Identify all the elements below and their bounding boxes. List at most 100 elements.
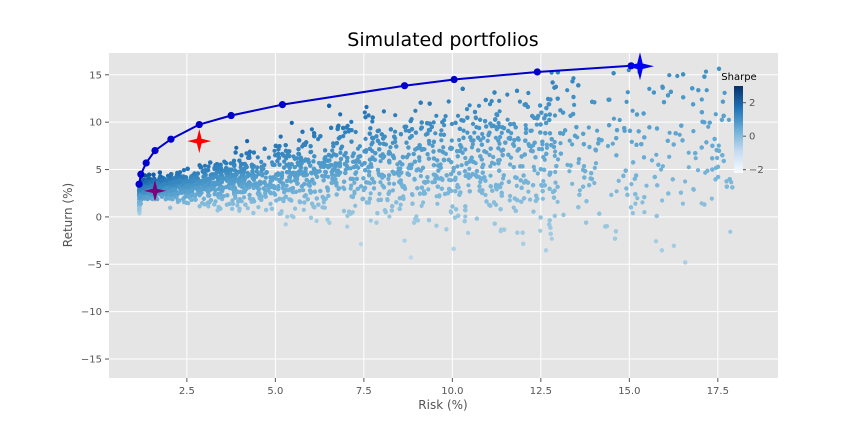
portfolio-point [425,175,429,179]
portfolio-point [631,160,635,164]
portfolio-point [381,156,385,160]
portfolio-point [554,164,558,168]
portfolio-point [259,160,263,164]
portfolio-point [376,129,380,133]
portfolio-point [452,247,456,251]
portfolio-point [313,190,317,194]
portfolio-point [377,192,381,196]
portfolio-point [453,189,457,193]
portfolio-point [549,232,553,236]
portfolio-point [544,152,548,156]
portfolio-point [365,200,369,204]
portfolio-point [302,208,306,212]
portfolio-point [548,226,552,230]
portfolio-point [603,224,607,228]
portfolio-point [351,195,355,199]
portfolio-point [421,147,425,151]
portfolio-point [460,163,464,167]
portfolio-point [289,198,293,202]
portfolio-point [335,141,339,145]
portfolio-point [466,183,470,187]
portfolio-point [426,180,430,184]
portfolio-point [526,190,530,194]
portfolio-point [369,219,373,223]
portfolio-point [551,80,555,84]
portfolio-point [450,138,454,142]
portfolio-point [242,195,246,199]
portfolio-point [544,248,548,252]
portfolio-point [444,227,448,231]
portfolio-point [398,160,402,164]
portfolio-point [459,118,463,122]
portfolio-point [432,163,436,167]
portfolio-point [581,132,585,136]
portfolio-point [582,175,586,179]
portfolio-point [416,218,420,222]
portfolio-point [406,145,410,149]
portfolio-point [553,170,557,174]
portfolio-point [239,162,243,166]
portfolio-point [625,193,629,197]
portfolio-point [336,173,340,177]
portfolio-point [678,133,682,137]
portfolio-point [230,207,234,211]
portfolio-point [594,161,598,165]
portfolio-point [394,200,398,204]
portfolio-point [612,117,616,121]
portfolio-point [506,153,510,157]
portfolio-point [248,193,252,197]
portfolio-point [672,244,676,248]
portfolio-point [581,185,585,189]
portfolio-point [696,168,700,172]
portfolio-point [642,155,646,159]
portfolio-point [526,181,530,185]
portfolio-point [315,219,319,223]
portfolio-point [668,131,672,135]
portfolio-point [494,112,498,116]
portfolio-point [547,118,551,122]
portfolio-point [488,204,492,208]
portfolio-point [206,204,210,208]
portfolio-point [617,179,621,183]
portfolio-point [463,156,467,160]
portfolio-point [419,101,423,105]
portfolio-point [494,203,498,207]
portfolio-point [355,177,359,181]
portfolio-point [349,177,353,181]
portfolio-point [302,200,306,204]
portfolio-point [449,178,453,182]
portfolio-point [702,202,706,206]
portfolio-point [338,161,342,165]
portfolio-point [398,196,402,200]
portfolio-point [279,135,283,139]
portfolio-point [385,198,389,202]
portfolio-point [681,95,685,99]
portfolio-point [300,184,304,188]
portfolio-point [212,202,216,206]
portfolio-point [390,204,394,208]
portfolio-point [576,205,580,209]
portfolio-point [582,164,586,168]
portfolio-point [386,177,390,181]
portfolio-point [553,113,557,117]
portfolio-point [477,126,481,130]
portfolio-point [311,159,315,163]
portfolio-point [441,145,445,149]
portfolio-point [567,169,571,173]
portfolio-point [257,187,261,191]
portfolio-point [286,188,290,192]
portfolio-point [186,167,190,171]
portfolio-point [478,189,482,193]
portfolio-point [263,147,267,151]
portfolio-point [334,153,338,157]
portfolio-point [409,255,413,259]
portfolio-point [541,197,545,201]
portfolio-point [301,188,305,192]
portfolio-point [506,118,510,122]
portfolio-point [312,134,316,138]
portfolio-point [234,172,238,176]
portfolio-point [420,186,424,190]
portfolio-point [721,100,725,104]
portfolio-point [428,122,432,126]
portfolio-point [292,173,296,177]
